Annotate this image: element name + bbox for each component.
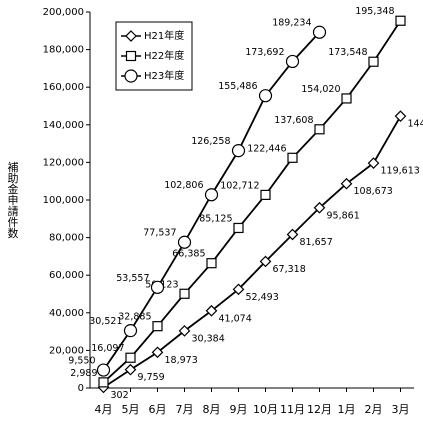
- data-point: [260, 90, 272, 102]
- data-point: [234, 223, 243, 232]
- y-tick-label: 120,000: [43, 157, 84, 168]
- value-label: 137,608: [274, 115, 313, 126]
- x-tick-label: 8月: [203, 403, 221, 416]
- data-point: [98, 364, 110, 376]
- data-point: [179, 236, 191, 248]
- x-tick-label: 2月: [365, 403, 383, 416]
- data-point: [99, 378, 108, 387]
- y-tick-label: 100,000: [43, 195, 84, 206]
- value-label: 41,074: [219, 313, 252, 324]
- y-tick-label: 140,000: [43, 120, 84, 131]
- legend-label: H22年度: [144, 49, 184, 62]
- value-label: 32,885: [118, 312, 151, 323]
- value-label: 119,613: [381, 166, 420, 177]
- value-label: 53,557: [116, 273, 149, 284]
- value-label: 189,234: [272, 18, 311, 29]
- series-line: [104, 116, 401, 387]
- data-point: [206, 189, 218, 201]
- value-label: 102,712: [220, 180, 259, 191]
- data-point: [369, 57, 378, 66]
- value-label: 52,493: [246, 292, 279, 303]
- data-point: [180, 289, 189, 298]
- y-tick-label: 180,000: [43, 45, 84, 56]
- data-point: [315, 125, 324, 134]
- data-point: [342, 94, 351, 103]
- y-tick-label: 0: [78, 383, 84, 394]
- legend-label: H23年度: [144, 69, 184, 82]
- value-label: 302: [111, 390, 129, 401]
- value-label: 18,973: [165, 355, 198, 366]
- value-label: 122,446: [247, 143, 286, 154]
- y-axis-label: 補助金申請件数: [6, 161, 19, 239]
- x-tick-label: 5月: [122, 403, 140, 416]
- value-label: 155,486: [218, 81, 257, 92]
- data-point: [126, 353, 135, 362]
- value-label: 2,989: [70, 368, 97, 379]
- value-label: 30,384: [192, 333, 225, 344]
- x-tick-label: 9月: [230, 403, 248, 416]
- y-tick-label: 160,000: [43, 82, 84, 93]
- value-label: 102,806: [164, 180, 203, 191]
- data-point: [233, 145, 245, 157]
- value-label: 126,258: [191, 136, 230, 147]
- value-label: 108,673: [354, 186, 393, 197]
- data-point: [396, 111, 406, 121]
- x-tick-label: 12月: [307, 403, 332, 416]
- y-tick-label: 60,000: [49, 270, 84, 281]
- y-tick-label: 40,000: [49, 308, 84, 319]
- y-tick-label: 80,000: [49, 233, 84, 244]
- value-label: 173,548: [328, 47, 367, 58]
- value-label: 30,521: [89, 316, 122, 327]
- legend-marker: [127, 52, 136, 61]
- data-point: [153, 322, 162, 331]
- value-label: 67,318: [273, 264, 306, 275]
- data-point: [125, 325, 137, 337]
- value-label: 16,097: [91, 343, 124, 354]
- data-point: [126, 365, 136, 375]
- value-label: 9,759: [138, 372, 165, 383]
- x-tick-label: 11月: [280, 403, 305, 416]
- x-tick-label: 3月: [392, 403, 410, 416]
- value-label: 81,657: [300, 237, 333, 248]
- x-tick-label: 10月: [253, 403, 278, 416]
- legend-label: H21年度: [144, 29, 184, 42]
- data-point: [288, 153, 297, 162]
- x-tick-label: 7月: [176, 403, 194, 416]
- legend-marker: [125, 70, 137, 82]
- value-label: 85,125: [199, 213, 232, 224]
- x-tick-label: 4月: [95, 403, 113, 416]
- x-tick-label: 6月: [149, 403, 167, 416]
- x-tick-label: 1月: [338, 403, 356, 416]
- value-label: 9,550: [68, 356, 95, 367]
- data-point: [261, 190, 270, 199]
- value-label: 95,861: [327, 210, 360, 221]
- value-label: 154,020: [301, 84, 340, 95]
- data-point: [287, 55, 299, 67]
- y-tick-label: 200,000: [43, 7, 84, 18]
- value-label: 195,348: [355, 6, 394, 17]
- value-label: 77,537: [143, 228, 176, 239]
- value-label: 173,692: [245, 47, 284, 58]
- data-point: [152, 281, 164, 293]
- data-point: [314, 26, 326, 38]
- data-point: [207, 259, 216, 268]
- value-label: 144,601: [408, 119, 423, 130]
- data-point: [396, 16, 405, 25]
